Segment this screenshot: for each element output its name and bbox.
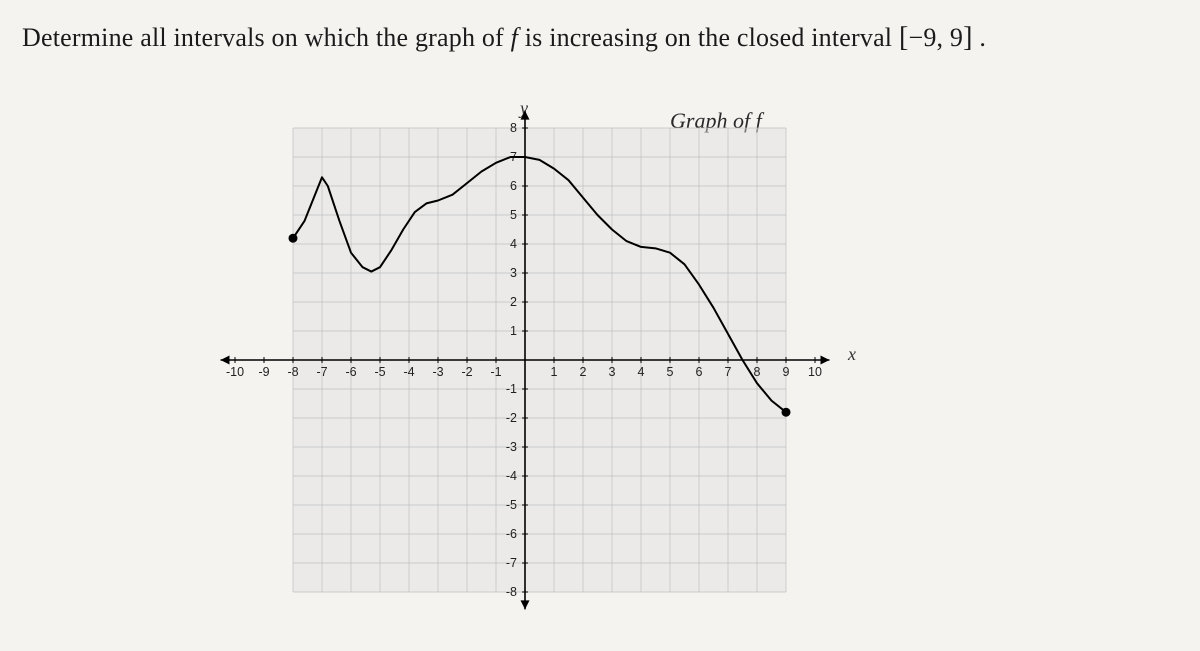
interval-a: −9, xyxy=(908,23,943,52)
y-tick-label: -2 xyxy=(506,411,517,425)
x-tick-label: -7 xyxy=(316,365,327,379)
x-tick-label: 7 xyxy=(725,365,732,379)
y-axis-arrow-up xyxy=(521,111,530,120)
x-tick-label: -1 xyxy=(490,365,501,379)
y-tick-label: 8 xyxy=(510,121,517,135)
x-tick-label: 1 xyxy=(551,365,558,379)
x-axis-arrow-right xyxy=(821,356,830,365)
question-period: . xyxy=(973,23,986,52)
x-tick-label: -2 xyxy=(461,365,472,379)
x-tick-label: -4 xyxy=(403,365,414,379)
y-tick-label: -8 xyxy=(506,585,517,599)
y-tick-label: -6 xyxy=(506,527,517,541)
y-tick-label: 4 xyxy=(510,237,517,251)
x-tick-label: -5 xyxy=(374,365,385,379)
x-axis-arrow-left xyxy=(221,356,230,365)
x-tick-label: 6 xyxy=(696,365,703,379)
interval-b: 9 xyxy=(943,23,963,52)
y-tick-label: 3 xyxy=(510,266,517,280)
x-tick-label: 3 xyxy=(609,365,616,379)
interval-close: ] xyxy=(963,22,973,53)
y-axis-arrow-down xyxy=(521,600,530,609)
y-tick-label: 2 xyxy=(510,295,517,309)
question-mid: is increasing on the closed interval xyxy=(518,23,899,52)
y-tick-label: -3 xyxy=(506,440,517,454)
x-tick-label: -8 xyxy=(287,365,298,379)
y-tick-label: -1 xyxy=(506,382,517,396)
y-tick-label: 1 xyxy=(510,324,517,338)
question-prefix: Determine all intervals on which the gra… xyxy=(22,23,511,52)
x-tick-label: -9 xyxy=(258,365,269,379)
x-tick-label: 4 xyxy=(638,365,645,379)
x-tick-label: 10 xyxy=(808,365,822,379)
x-tick-label: 8 xyxy=(754,365,761,379)
y-tick-label: -5 xyxy=(506,498,517,512)
y-tick-label: -4 xyxy=(506,469,517,483)
curve-endpoint xyxy=(289,234,298,243)
y-tick-label: -7 xyxy=(506,556,517,570)
curve-endpoint xyxy=(782,408,791,417)
x-tick-label: -10 xyxy=(226,365,244,379)
question-text: Determine all intervals on which the gra… xyxy=(22,22,986,54)
x-tick-label: 9 xyxy=(783,365,790,379)
y-tick-label: 5 xyxy=(510,208,517,222)
x-tick-label: -3 xyxy=(432,365,443,379)
y-tick-label: 6 xyxy=(510,179,517,193)
graph-container: y x Graph of f -10-9-8-7-6-5-4-3-2-11234… xyxy=(180,100,880,640)
graph-svg: -10-9-8-7-6-5-4-3-2-11234567891012345678… xyxy=(180,100,880,640)
x-tick-label: 5 xyxy=(667,365,674,379)
x-tick-label: 2 xyxy=(580,365,587,379)
question-fvar: f xyxy=(511,23,518,52)
x-tick-label: -6 xyxy=(345,365,356,379)
